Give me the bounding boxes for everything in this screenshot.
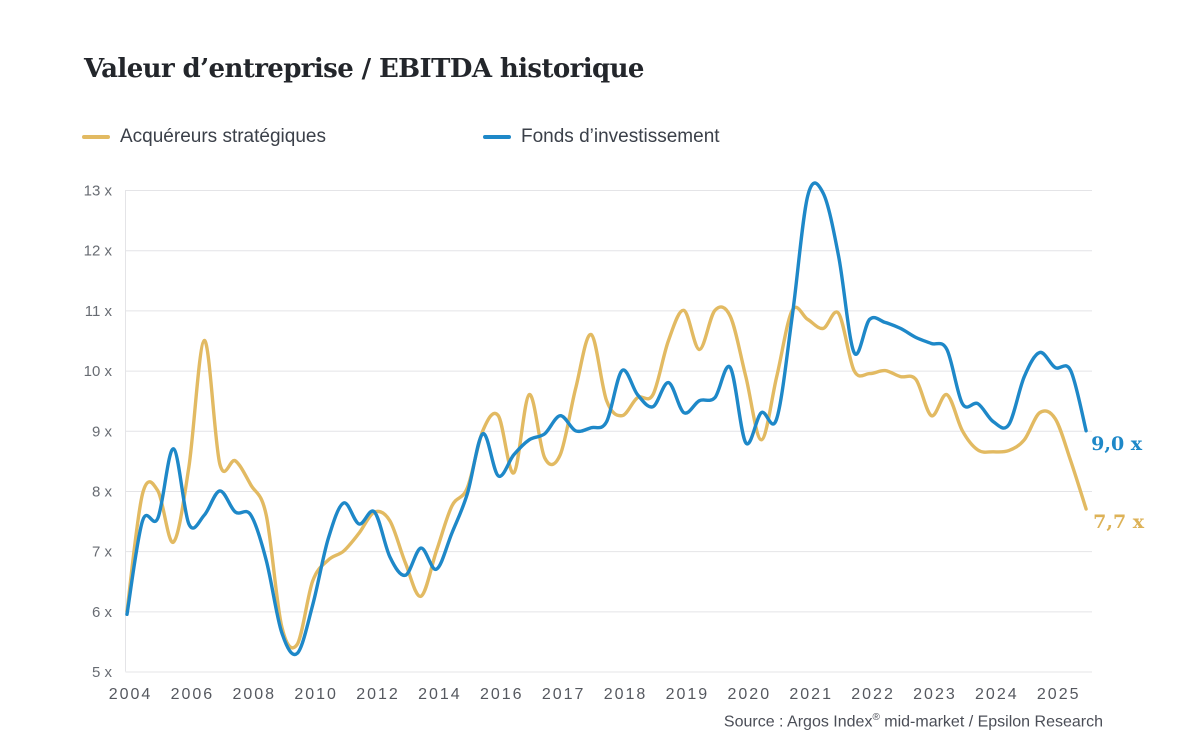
end-value-label-acquereurs-strategiques: 7,7 x xyxy=(1093,511,1145,533)
y-tick-label: 13 x xyxy=(84,183,113,200)
legend-label-fonds-investissement: Fonds d’investissement xyxy=(521,126,720,147)
y-tick-label: 9 x xyxy=(92,423,113,440)
series-line-acquereurs-strategiques xyxy=(125,305,1088,650)
legend-item-fonds-investissement: Fonds d’investissement xyxy=(483,126,720,148)
x-tick-label: 2004 xyxy=(109,686,153,703)
y-tick-label: 8 x xyxy=(92,483,113,500)
y-tick-label: 10 x xyxy=(84,363,113,380)
x-tick-label: 2016 xyxy=(480,686,524,703)
gold-line-swatch-icon xyxy=(82,135,110,139)
source-suffix: mid-market / Epsilon Research xyxy=(879,713,1103,731)
source-prefix: Source : Argos Index xyxy=(723,713,873,731)
x-tick-label: 2021 xyxy=(789,686,833,703)
y-tick-label: 6 x xyxy=(92,604,113,621)
legend: Acquéreurs stratégiques Fonds d’investis… xyxy=(0,126,1200,150)
legend-label-acquereurs-strategiques: Acquéreurs stratégiques xyxy=(120,126,326,147)
y-tick-label: 5 x xyxy=(92,664,113,681)
y-tick-label: 7 x xyxy=(92,544,113,561)
x-tick-label: 2006 xyxy=(171,686,215,703)
blue-line-swatch-icon xyxy=(483,135,511,139)
chart-title: Valeur d’entreprise / EBITDA historique xyxy=(84,54,644,84)
x-tick-label: 2023 xyxy=(913,686,957,703)
x-tick-label: 2019 xyxy=(666,686,710,703)
x-tick-label: 2014 xyxy=(418,686,462,703)
y-tick-label: 12 x xyxy=(84,243,113,260)
x-tick-label: 2024 xyxy=(975,686,1019,703)
x-tick-label: 2020 xyxy=(728,686,772,703)
source-attribution: Source : Argos Index® mid-market / Epsil… xyxy=(724,712,1103,731)
legend-item-acquereurs-strategiques: Acquéreurs stratégiques xyxy=(82,126,326,148)
gridlines xyxy=(125,190,1092,673)
x-tick-label: 2010 xyxy=(294,686,338,703)
x-tick-label: 2017 xyxy=(542,686,586,703)
x-tick-label: 2008 xyxy=(232,686,276,703)
x-axis-tick-labels: 2004 2006 2008 2010 2012 2014 2016 2017 2018 2019… xyxy=(109,686,1081,703)
end-value-label-fonds-investissement: 9,0 x xyxy=(1091,433,1143,455)
x-tick-label: 2022 xyxy=(851,686,895,703)
x-tick-label: 2012 xyxy=(356,686,400,703)
registered-trademark-icon: ® xyxy=(872,712,880,723)
y-axis-tick-labels: 13 x 12 x 11 x 10 x 9 x 8 x 7 x 6 x 5 x xyxy=(84,183,113,682)
x-tick-label: 2025 xyxy=(1037,686,1081,703)
y-tick-label: 11 x xyxy=(85,303,113,320)
x-tick-label: 2018 xyxy=(604,686,648,703)
series-line-fonds-investissement xyxy=(125,181,1088,657)
